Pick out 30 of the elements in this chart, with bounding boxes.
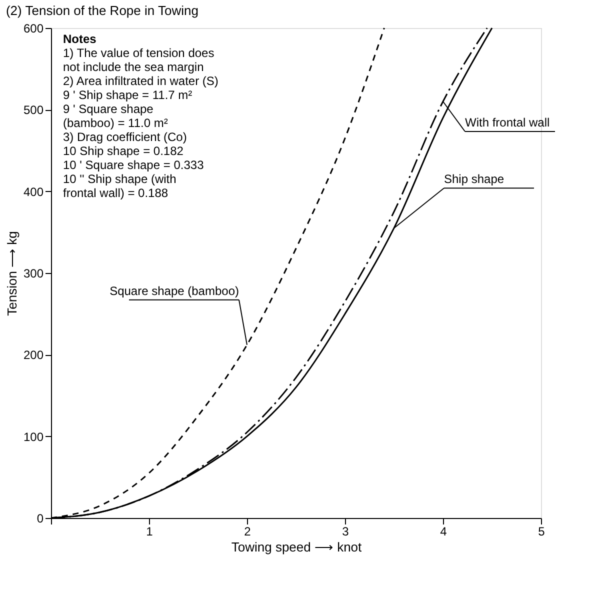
x-tick-label: 2 [244,524,252,538]
annotation: 9 ' Square shape [63,102,154,116]
annotation: frontal wall) = 0.188 [63,186,168,200]
x-tick-label: 1 [146,524,154,538]
series-label: Ship shape [444,172,504,186]
annotation: not include the sea margin [63,60,204,74]
x-tick-label: 5 [538,524,546,538]
annotation: 9 ' Ship shape = 11.7 m² [63,88,192,102]
y-tick-label: 600 [23,22,44,36]
annotation: (bamboo) = 11.0 m² [63,116,168,130]
x-axis-title: Towing speed ⟶ knot [231,540,362,554]
x-tick-label: 4 [440,524,448,538]
y-tick-label: 200 [23,348,44,362]
annotation: 10 '' Ship shape (with [63,172,176,186]
y-tick-label: 300 [23,266,44,280]
x-tick-label: 3 [342,524,350,538]
text: With frontal wall [465,116,550,130]
y-tick-label: 0 [36,512,44,526]
annotation: 10 Ship shape = 0.182 [63,144,184,158]
text: Square shape (bamboo) [110,284,239,298]
annotation: 3) Drag coefficient (Co) [63,130,187,144]
chart-title: (2) Tension of the Rope in Towing [6,3,198,18]
y-tick-label: 500 [23,103,44,118]
y-tick-label: 100 [23,430,44,444]
annotation: 2) Area infiltrated in water (S) [63,74,218,88]
annotation: 1) The value of tension does [63,46,214,60]
y-axis-title: Tension ⟶ kg [4,231,20,316]
annotation: Notes [63,32,97,46]
annotation: 10 ' Square shape = 0.333 [63,158,204,172]
y-tick-label: 400 [23,184,44,199]
